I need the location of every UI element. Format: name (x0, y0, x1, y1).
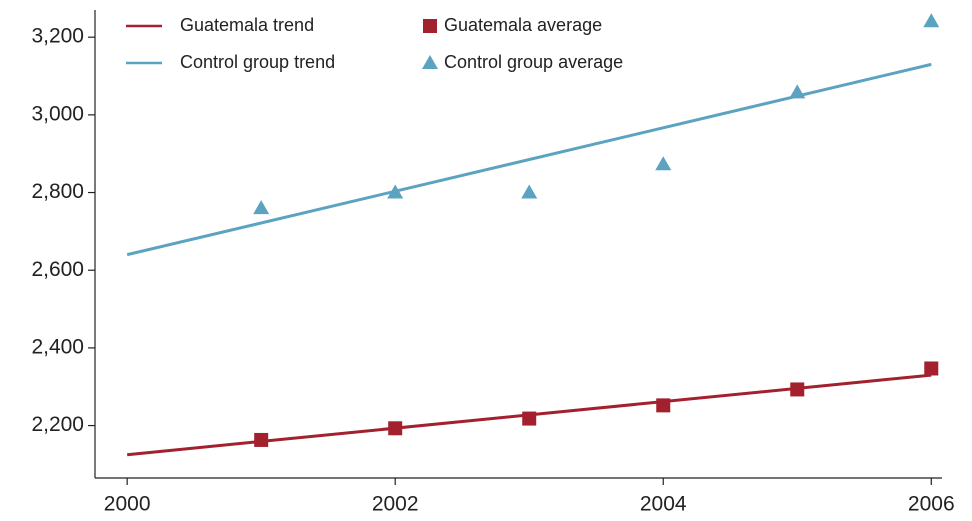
square-marker (656, 398, 671, 413)
square-marker (254, 432, 269, 447)
x-tick-label: 2004 (640, 493, 687, 516)
y-tick-label: 2,600 (31, 258, 84, 281)
legend-label: Control group average (444, 52, 623, 72)
y-tick-label: 3,200 (31, 25, 84, 48)
square-marker (924, 361, 939, 376)
y-tick-label: 2,400 (31, 335, 84, 358)
y-tick-label: 3,000 (31, 102, 84, 125)
triangle-marker (387, 184, 404, 199)
triangle-marker (789, 84, 806, 99)
square-marker (423, 19, 437, 33)
legend-label: Control group trend (180, 52, 335, 72)
triangle-marker (422, 55, 438, 69)
y-tick-label: 2,200 (31, 413, 84, 436)
square-marker (522, 411, 537, 426)
trend-line (126, 62, 932, 257)
triangle-marker (253, 200, 270, 215)
triangle-marker (655, 156, 672, 171)
legend-label: Guatemala average (444, 15, 602, 35)
y-tick-label: 2,800 (31, 180, 84, 203)
x-tick-label: 2002 (372, 493, 419, 516)
legend-label: Guatemala trend (180, 15, 314, 35)
square-marker (790, 382, 805, 397)
square-marker (388, 421, 403, 436)
x-tick-label: 2006 (908, 493, 955, 516)
triangle-marker (923, 13, 940, 28)
x-tick-label: 2000 (104, 493, 151, 516)
triangle-marker (521, 184, 538, 199)
